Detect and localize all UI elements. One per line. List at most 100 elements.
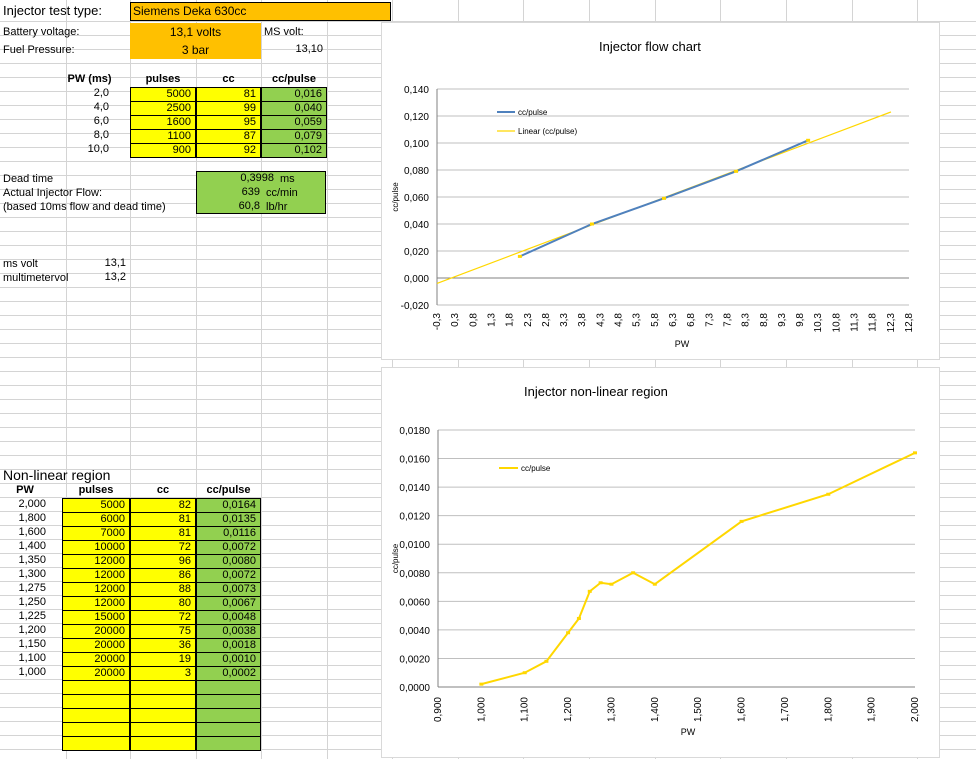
table-cell-cc-pulse[interactable]: 0,0048 — [196, 610, 261, 625]
data-point[interactable] — [566, 631, 571, 635]
data-point[interactable] — [631, 571, 636, 575]
table-cell-cc-pulse[interactable]: 0,0116 — [196, 526, 261, 541]
table-cell-cc[interactable]: 87 — [196, 129, 261, 144]
table-cell-cc[interactable]: 81 — [196, 87, 261, 102]
table-cell-pw[interactable]: 8,0 — [93, 129, 109, 141]
table-cell-pulses[interactable]: 2500 — [130, 101, 196, 116]
table-cell-cc[interactable]: 36 — [130, 638, 196, 653]
table-cell-cc[interactable]: 86 — [130, 568, 196, 583]
table-cell-pulses[interactable] — [62, 680, 130, 695]
table-cell-pulses[interactable]: 20000 — [62, 624, 130, 639]
table-cell-cc-pulse[interactable]: 0,0135 — [196, 512, 261, 527]
table-cell-cc[interactable] — [130, 722, 196, 737]
table-cell-cc-pulse[interactable] — [196, 722, 261, 737]
table-cell-pulses[interactable]: 12000 — [62, 554, 130, 569]
table-cell-cc-pulse[interactable] — [196, 694, 261, 709]
lbhr-value[interactable]: 60,8 — [238, 200, 260, 212]
table-cell-cc[interactable]: 72 — [130, 540, 196, 555]
table-cell-pulses[interactable]: 20000 — [62, 666, 130, 681]
data-point[interactable] — [806, 138, 811, 142]
data-point[interactable] — [544, 659, 549, 663]
table-cell-pulses[interactable] — [62, 722, 130, 737]
table-cell-cc-pulse[interactable]: 0,0164 — [196, 498, 261, 513]
data-point[interactable] — [598, 581, 603, 585]
test-type-value[interactable]: Siemens Deka 630cc — [130, 2, 391, 21]
table-cell-pw[interactable]: 6,0 — [93, 115, 109, 127]
table-cell-cc[interactable] — [130, 736, 196, 751]
data-point[interactable] — [522, 671, 527, 675]
table-cell-cc[interactable]: 95 — [196, 115, 261, 130]
table-cell-pw[interactable]: 1,800 — [18, 512, 46, 524]
table-cell-pulses[interactable] — [62, 736, 130, 751]
table-cell-cc-pulse[interactable]: 0,0010 — [196, 652, 261, 667]
table-cell-cc[interactable]: 19 — [130, 652, 196, 667]
table-cell-cc-pulse[interactable]: 0,0002 — [196, 666, 261, 681]
table-cell-pw[interactable]: 1,200 — [18, 624, 46, 636]
table-cell-pulses[interactable]: 12000 — [62, 596, 130, 611]
table-cell-pulses[interactable]: 20000 — [62, 638, 130, 653]
data-point[interactable] — [652, 582, 657, 586]
table-cell-cc-pulse[interactable]: 0,0073 — [196, 582, 261, 597]
battery-value[interactable]: 13,1 volts — [130, 23, 261, 41]
table-cell-pw[interactable]: 1,250 — [18, 596, 46, 608]
table-cell-pw[interactable]: 1,350 — [18, 554, 46, 566]
table-cell-cc-pulse[interactable] — [196, 708, 261, 723]
table-cell-cc-pulse[interactable]: 0,040 — [261, 101, 327, 116]
table-cell-pw[interactable]: 1,000 — [18, 666, 46, 678]
table-cell-pw[interactable]: 1,275 — [18, 582, 46, 594]
non-linear-chart[interactable]: Injector non-linear region 0,0180 0,0160 0,… — [381, 367, 940, 758]
table-cell-cc[interactable] — [130, 680, 196, 695]
table-cell-pw[interactable]: 1,600 — [18, 526, 46, 538]
data-point[interactable] — [576, 616, 581, 620]
table-cell-pulses[interactable]: 15000 — [62, 610, 130, 625]
table-cell-cc[interactable]: 92 — [196, 143, 261, 158]
table-cell-cc-pulse[interactable] — [196, 680, 261, 695]
ms-volt-row-value[interactable]: 13,1 — [104, 257, 126, 269]
table-cell-pulses[interactable]: 5000 — [62, 498, 130, 513]
flow-chart[interactable]: Injector flow chart 0,140 0,120 0,100 0,080 0… — [381, 22, 940, 360]
table-cell-pw[interactable]: 2,0 — [93, 87, 109, 99]
table-cell-pw[interactable]: 1,300 — [18, 568, 46, 580]
table-cell-pw[interactable] — [0, 736, 50, 751]
table-cell-cc-pulse[interactable]: 0,0038 — [196, 624, 261, 639]
table-cell-pulses[interactable] — [62, 694, 130, 709]
table-cell-cc-pulse[interactable] — [196, 736, 261, 751]
data-point[interactable] — [517, 254, 522, 258]
table-cell-cc-pulse[interactable]: 0,102 — [261, 143, 327, 158]
table-cell-pw[interactable]: 1,100 — [18, 652, 46, 664]
table-cell-pulses[interactable]: 1600 — [130, 115, 196, 130]
table-cell-cc[interactable]: 75 — [130, 624, 196, 639]
data-point[interactable] — [913, 451, 917, 455]
table-cell-cc[interactable]: 72 — [130, 610, 196, 625]
table-cell-cc-pulse[interactable]: 0,079 — [261, 129, 327, 144]
table-cell-cc[interactable]: 81 — [130, 526, 196, 541]
table-cell-pw[interactable]: 4,0 — [93, 101, 109, 113]
table-cell-cc[interactable]: 99 — [196, 101, 261, 116]
multimeter-value[interactable]: 13,2 — [104, 271, 126, 283]
table-cell-pulses[interactable]: 7000 — [62, 526, 130, 541]
table-cell-pw[interactable]: 2,000 — [18, 498, 46, 510]
table-cell-pw[interactable] — [0, 694, 50, 709]
table-cell-cc[interactable]: 82 — [130, 498, 196, 513]
table-cell-pulses[interactable]: 20000 — [62, 652, 130, 667]
table-cell-pw[interactable]: 1,225 — [18, 610, 46, 622]
data-point[interactable] — [589, 222, 594, 226]
data-point[interactable] — [734, 169, 739, 173]
data-point[interactable] — [661, 196, 666, 200]
table-cell-cc-pulse[interactable]: 0,0080 — [196, 554, 261, 569]
data-point[interactable] — [826, 492, 831, 496]
data-point[interactable] — [587, 589, 592, 593]
table-cell-cc[interactable]: 3 — [130, 666, 196, 681]
table-cell-pw[interactable]: 1,150 — [18, 638, 46, 650]
ms-volt-value[interactable]: 13,10 — [295, 43, 323, 55]
table-cell-pw[interactable] — [0, 708, 50, 723]
table-cell-cc[interactable] — [130, 708, 196, 723]
table-cell-cc-pulse[interactable]: 0,0072 — [196, 568, 261, 583]
table-cell-cc[interactable]: 80 — [130, 596, 196, 611]
data-point[interactable] — [479, 682, 484, 686]
table-cell-cc[interactable] — [130, 694, 196, 709]
table-cell-pulses[interactable]: 1100 — [130, 129, 196, 144]
flow-value[interactable]: 639 — [241, 186, 260, 198]
table-cell-pulses[interactable]: 12000 — [62, 568, 130, 583]
